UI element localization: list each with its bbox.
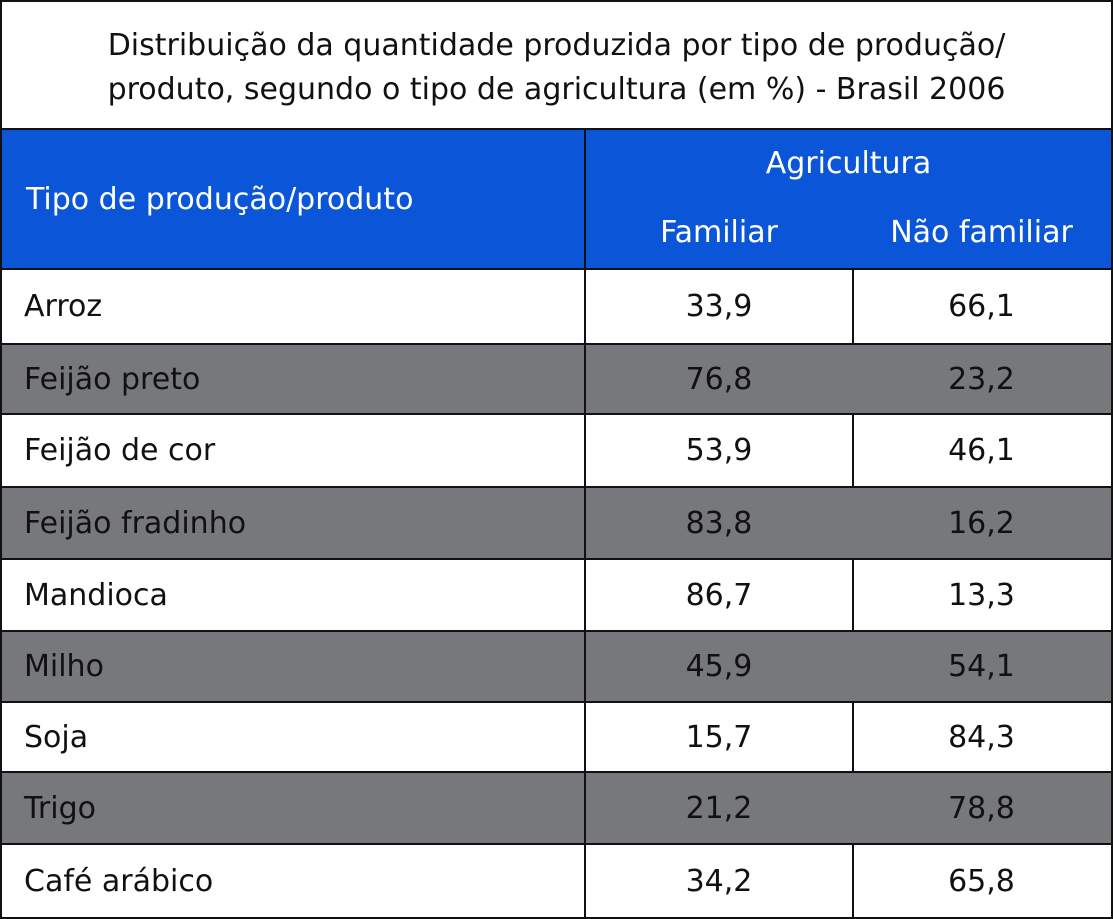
value-cell: 21,2 — [584, 773, 854, 845]
value-cell: 34,2 — [584, 845, 854, 919]
row-label: Mandioca — [0, 560, 586, 632]
value-cell: 53,9 — [584, 415, 854, 488]
title-line: produto, segundo o tipo de agricultura (… — [107, 72, 1006, 107]
row-label-header: Tipo de produção/produto — [0, 128, 586, 270]
value-cell: 66,1 — [852, 270, 1113, 345]
row-label: Arroz — [0, 270, 586, 345]
column-header: Não familiar — [852, 197, 1113, 270]
row-label: Soja — [0, 703, 586, 773]
value-cell: 13,3 — [852, 560, 1113, 632]
value-cell: 45,9 — [584, 632, 854, 703]
value-cell: 76,8 — [584, 345, 854, 415]
title-line: Distribuição da quantidade produzida por… — [107, 28, 1006, 63]
value-cell: 86,7 — [584, 560, 854, 632]
value-cell: 33,9 — [584, 270, 854, 345]
value-cell: 84,3 — [852, 703, 1113, 773]
value-cell: 15,7 — [584, 703, 854, 773]
row-label: Café arábico — [0, 845, 586, 919]
value-cell: 23,2 — [852, 345, 1113, 415]
value-cell: 65,8 — [852, 845, 1113, 919]
row-label: Feijão preto — [0, 345, 586, 415]
row-label: Feijão fradinho — [0, 488, 586, 560]
column-header: Familiar — [584, 197, 854, 270]
value-cell: 16,2 — [852, 488, 1113, 560]
row-label: Feijão de cor — [0, 415, 586, 488]
value-cell: 78,8 — [852, 773, 1113, 845]
value-cell: 46,1 — [852, 415, 1113, 488]
value-cell: 83,8 — [584, 488, 854, 560]
row-label: Milho — [0, 632, 586, 703]
value-cell: 54,1 — [852, 632, 1113, 703]
group-header: Agricultura — [584, 128, 1113, 199]
row-label: Trigo — [0, 773, 586, 845]
